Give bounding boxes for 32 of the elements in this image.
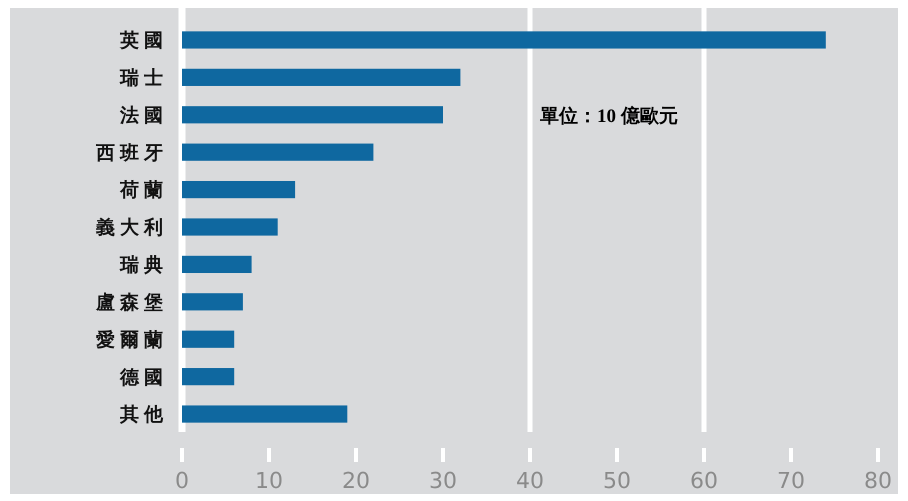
bar <box>182 293 243 310</box>
bar <box>182 31 826 49</box>
y-tick-label: 法國 <box>119 104 168 126</box>
y-tick-label: 盧森堡 <box>95 291 168 314</box>
y-tick-label: 其他 <box>119 404 168 426</box>
x-tick-label: 0 <box>175 469 189 494</box>
bar <box>182 180 296 198</box>
y-tick-label: 瑞典 <box>119 254 168 276</box>
bar <box>182 106 443 124</box>
x-tick-label: 80 <box>864 469 892 494</box>
annotation: 單位：10 億歐元 <box>539 105 678 127</box>
bar <box>182 68 460 86</box>
y-tick-label: 德國 <box>119 367 168 388</box>
x-tick-label: 40 <box>516 469 544 494</box>
bar <box>182 368 234 386</box>
x-tick-label: 20 <box>342 469 370 494</box>
x-tick-label: 50 <box>603 469 631 494</box>
x-tick-label: 70 <box>777 469 805 494</box>
y-tick-label: 西班牙 <box>95 142 168 164</box>
y-tick-label: 瑞士 <box>119 67 168 90</box>
bar <box>182 330 234 348</box>
y-tick-label: 荷蘭 <box>119 179 168 202</box>
y-tick-label: 義大利 <box>95 216 168 239</box>
y-tick-label: 英國 <box>119 30 168 52</box>
bar <box>182 218 278 236</box>
x-tick-label: 30 <box>429 469 457 494</box>
y-tick-label: 愛爾蘭 <box>96 328 168 351</box>
x-tick-label: 60 <box>690 469 718 494</box>
bar <box>182 144 374 161</box>
bar <box>182 405 348 423</box>
bar <box>182 256 252 274</box>
x-tick-label: 10 <box>255 469 283 494</box>
